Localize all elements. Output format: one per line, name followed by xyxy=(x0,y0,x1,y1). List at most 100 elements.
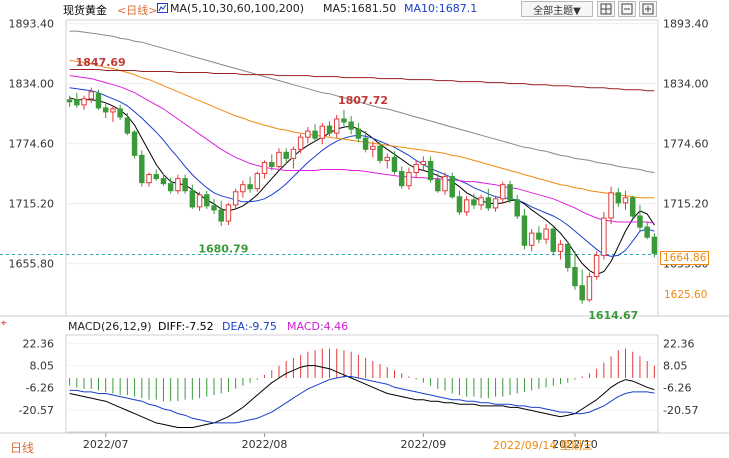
theme-dropdown[interactable]: 全部主题▼ xyxy=(521,1,593,17)
candle xyxy=(211,198,217,214)
candle-body xyxy=(348,121,354,130)
price-tick-right: 1834.00 xyxy=(663,78,709,91)
candle-body xyxy=(593,254,600,278)
candle-body xyxy=(550,228,557,252)
candle-body xyxy=(435,179,441,192)
annotation-high: 1847.69 xyxy=(76,56,126,69)
candle xyxy=(95,89,102,110)
macd-tick-right: -20.57 xyxy=(663,404,698,417)
candle xyxy=(377,142,383,164)
candle-body xyxy=(283,151,289,159)
candle xyxy=(175,174,181,194)
candle xyxy=(66,95,73,107)
candle-body xyxy=(572,267,578,287)
candle-body xyxy=(333,118,340,134)
candle-body xyxy=(543,228,549,240)
candle-body xyxy=(146,174,152,184)
candle-body xyxy=(377,145,383,161)
candle-body xyxy=(579,285,585,301)
candle xyxy=(333,114,340,139)
ma10-value: MA10:1687.1 xyxy=(404,2,478,15)
candle xyxy=(261,160,268,179)
date-label: 2022/10 xyxy=(552,438,598,451)
grid-icon[interactable] xyxy=(597,1,615,17)
candle xyxy=(507,180,513,203)
macd-hist-value: MACD:4.46 xyxy=(287,320,349,333)
candle xyxy=(601,211,607,260)
candle xyxy=(124,112,131,136)
price-tick-left: 1774.60 xyxy=(9,138,55,151)
candle xyxy=(283,148,289,165)
candle-body xyxy=(492,198,499,209)
candle-body xyxy=(269,161,275,167)
candle xyxy=(637,204,643,232)
candle-body xyxy=(622,197,629,204)
candle xyxy=(225,202,232,226)
date-label: 2022/07 xyxy=(83,438,129,451)
macd-params: MACD(26,12,9) xyxy=(68,320,152,333)
plus-icon[interactable] xyxy=(639,1,657,17)
candle xyxy=(167,177,174,194)
candle xyxy=(478,194,484,210)
price-tick-right: 1715.20 xyxy=(663,198,709,211)
candle-body xyxy=(478,197,484,206)
candle-body xyxy=(565,243,571,269)
annotation-high: 1807.72 xyxy=(338,94,388,107)
candle-body xyxy=(398,171,405,187)
candle-body xyxy=(88,91,95,100)
date-label: 2022/09 xyxy=(401,438,447,451)
candle-body xyxy=(521,215,528,246)
candle-body xyxy=(629,197,636,217)
price-panel-frame xyxy=(65,19,659,317)
candle-body xyxy=(189,190,196,208)
candle-body xyxy=(586,276,593,301)
current-price-tag: 1664.86 xyxy=(660,251,710,265)
candle-body xyxy=(211,205,217,211)
ma-indicator-icon[interactable] xyxy=(157,3,168,13)
candle xyxy=(305,127,311,144)
candle-body xyxy=(463,199,470,213)
price-tick-left: 1893.40 xyxy=(9,18,55,31)
period-selector[interactable]: <日线> xyxy=(117,4,158,17)
candle-body xyxy=(312,130,318,139)
annotation-low: 1614.67 xyxy=(588,309,638,322)
macd-tick-right: 22.36 xyxy=(663,337,695,350)
candle-body xyxy=(153,174,159,180)
candle xyxy=(341,109,347,127)
price-tick-left: 1715.20 xyxy=(9,198,55,211)
candle xyxy=(297,134,304,154)
candle-body xyxy=(427,160,434,181)
candle xyxy=(269,154,275,171)
candle-body xyxy=(507,184,513,201)
candle xyxy=(384,153,391,169)
candle-body xyxy=(319,125,326,139)
candle-body xyxy=(644,226,650,238)
instrument-name: 现货黄金 xyxy=(63,4,107,17)
candle-body xyxy=(601,217,607,256)
candle-body xyxy=(326,125,333,134)
candle-body xyxy=(240,184,246,193)
candle xyxy=(182,174,188,194)
candle-body xyxy=(305,130,311,138)
candle-body xyxy=(247,184,253,190)
candle-body xyxy=(362,137,369,150)
candle xyxy=(463,195,470,216)
macd-tick-left: -20.57 xyxy=(19,404,54,417)
macd-panel-frame xyxy=(65,334,659,433)
candle-body xyxy=(420,160,427,165)
minus-icon[interactable] xyxy=(618,1,636,17)
macd-tick-left: -6.26 xyxy=(26,382,54,395)
candle xyxy=(586,272,593,302)
candle-body xyxy=(615,192,622,204)
candle-body xyxy=(355,128,362,139)
candle-body xyxy=(66,99,73,103)
candle xyxy=(471,193,477,209)
candle xyxy=(622,190,629,210)
period-label-footer[interactable]: 日线 xyxy=(10,441,35,455)
candle xyxy=(348,115,354,135)
macd-settings-icon[interactable]: ⌖ xyxy=(1,318,7,329)
candle-body xyxy=(167,183,174,192)
candle-body xyxy=(225,204,232,222)
candle xyxy=(110,105,116,123)
candle-body xyxy=(254,173,261,190)
